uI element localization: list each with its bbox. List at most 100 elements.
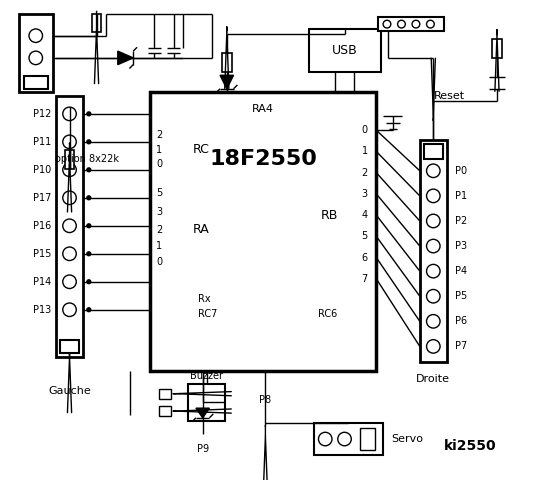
- Circle shape: [87, 308, 91, 312]
- Bar: [420, 140, 447, 362]
- Text: RC: RC: [193, 143, 210, 156]
- Text: 0: 0: [362, 125, 368, 135]
- Text: 1: 1: [156, 241, 163, 251]
- Polygon shape: [220, 75, 233, 89]
- Bar: [65, 150, 74, 169]
- Text: 2: 2: [362, 168, 368, 178]
- Bar: [188, 384, 225, 420]
- Polygon shape: [118, 51, 133, 65]
- Bar: [309, 29, 381, 72]
- Text: 6: 6: [362, 252, 368, 263]
- Circle shape: [63, 219, 76, 232]
- Text: 5: 5: [156, 188, 163, 198]
- Text: P1: P1: [455, 191, 467, 201]
- Bar: [92, 14, 101, 32]
- Text: P17: P17: [33, 193, 51, 203]
- Circle shape: [63, 135, 76, 149]
- Bar: [492, 38, 502, 58]
- Text: Servo: Servo: [391, 434, 423, 444]
- Text: 3: 3: [156, 207, 163, 217]
- Bar: [24, 76, 48, 89]
- Text: 2: 2: [156, 225, 163, 235]
- Circle shape: [87, 196, 91, 200]
- Bar: [222, 53, 232, 72]
- Bar: [314, 422, 383, 456]
- Text: 0: 0: [156, 257, 163, 267]
- Circle shape: [338, 432, 351, 446]
- Circle shape: [426, 240, 440, 253]
- Circle shape: [63, 163, 76, 177]
- Text: P0: P0: [455, 166, 467, 176]
- Circle shape: [29, 51, 43, 65]
- Text: 18F2550: 18F2550: [209, 149, 317, 169]
- Circle shape: [63, 107, 76, 120]
- Text: Reset: Reset: [434, 92, 466, 101]
- Text: 1: 1: [362, 146, 368, 156]
- Text: 5: 5: [362, 231, 368, 241]
- Text: option 8x22k: option 8x22k: [55, 154, 119, 164]
- Text: P10: P10: [33, 165, 51, 175]
- Circle shape: [426, 264, 440, 278]
- Bar: [19, 14, 53, 92]
- Text: P5: P5: [455, 291, 467, 301]
- Circle shape: [63, 275, 76, 288]
- Text: P6: P6: [455, 316, 467, 326]
- Text: Droite: Droite: [416, 374, 450, 384]
- Circle shape: [426, 20, 434, 28]
- Circle shape: [29, 29, 43, 42]
- Text: 2: 2: [156, 130, 163, 140]
- Text: P15: P15: [33, 249, 51, 259]
- Text: 0: 0: [156, 159, 163, 169]
- Bar: [56, 96, 83, 357]
- Bar: [424, 144, 443, 159]
- Circle shape: [87, 252, 91, 256]
- Bar: [150, 92, 377, 372]
- Text: P13: P13: [33, 305, 51, 315]
- Text: P4: P4: [455, 266, 467, 276]
- Text: P11: P11: [33, 137, 51, 147]
- Circle shape: [87, 112, 91, 116]
- Bar: [60, 340, 79, 353]
- Text: Buzzer: Buzzer: [190, 372, 223, 381]
- Text: RC7: RC7: [198, 309, 217, 319]
- Circle shape: [63, 247, 76, 261]
- Text: P8: P8: [259, 396, 272, 406]
- Text: 3: 3: [362, 189, 368, 199]
- Text: Gauche: Gauche: [48, 386, 91, 396]
- Circle shape: [398, 20, 405, 28]
- Bar: [378, 17, 444, 31]
- Text: P9: P9: [197, 444, 208, 454]
- Text: ki2550: ki2550: [444, 439, 497, 453]
- Bar: [159, 389, 171, 398]
- Text: P7: P7: [455, 341, 467, 351]
- Text: P3: P3: [455, 241, 467, 251]
- Circle shape: [426, 340, 440, 353]
- Circle shape: [87, 224, 91, 228]
- Circle shape: [319, 432, 332, 446]
- Bar: [360, 429, 375, 450]
- Text: 1: 1: [156, 144, 163, 155]
- Circle shape: [87, 140, 91, 144]
- Circle shape: [426, 314, 440, 328]
- Circle shape: [426, 189, 440, 203]
- Circle shape: [426, 214, 440, 228]
- Bar: [159, 406, 171, 416]
- Circle shape: [63, 191, 76, 204]
- Circle shape: [383, 20, 391, 28]
- Circle shape: [412, 20, 420, 28]
- Polygon shape: [196, 408, 210, 418]
- Circle shape: [87, 168, 91, 172]
- Text: P2: P2: [455, 216, 467, 226]
- Text: RA4: RA4: [252, 104, 274, 114]
- Text: RB: RB: [320, 209, 338, 222]
- Circle shape: [63, 303, 76, 316]
- Text: 4: 4: [362, 210, 368, 220]
- Circle shape: [426, 164, 440, 178]
- Text: RC6: RC6: [319, 309, 338, 319]
- Text: 7: 7: [362, 274, 368, 284]
- Text: P16: P16: [33, 221, 51, 231]
- Text: Rx: Rx: [198, 294, 211, 304]
- Text: P12: P12: [33, 109, 51, 119]
- Text: USB: USB: [332, 44, 357, 57]
- Text: RA: RA: [193, 223, 210, 236]
